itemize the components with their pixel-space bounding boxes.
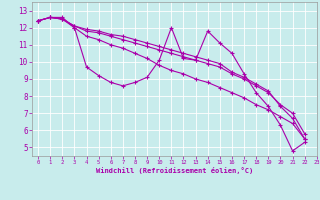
X-axis label: Windchill (Refroidissement éolien,°C): Windchill (Refroidissement éolien,°C): [96, 167, 253, 174]
